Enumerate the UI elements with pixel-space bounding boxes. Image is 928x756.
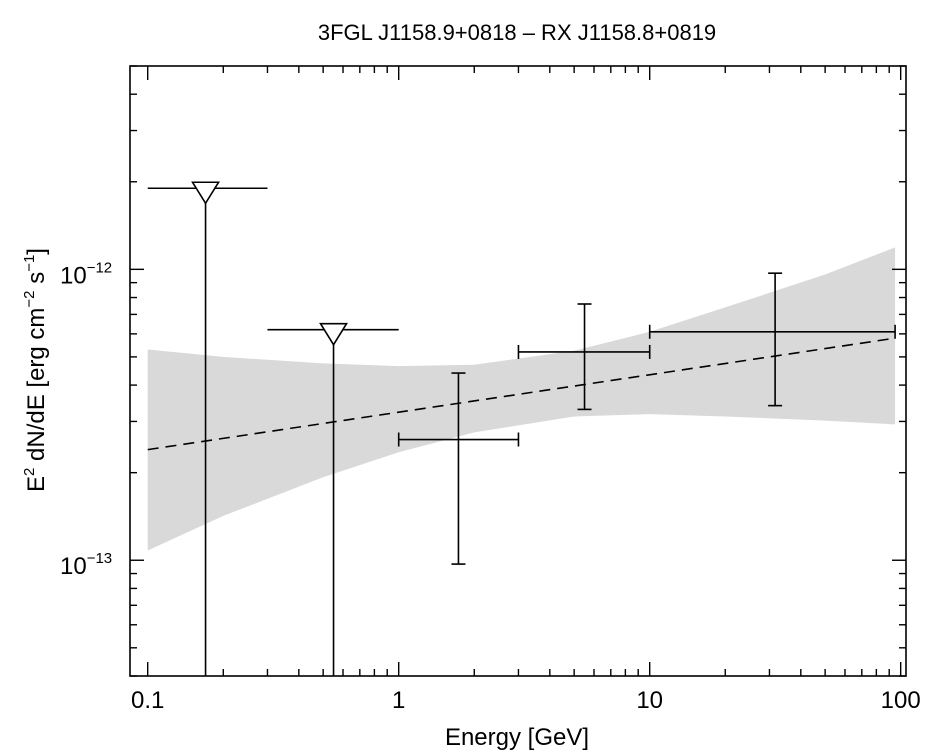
data-point-1 <box>397 372 520 565</box>
upper-limit-2 <box>267 322 399 676</box>
chart-title: 3FGL J1158.9+0818 – RX J1158.8+0819 <box>318 20 716 45</box>
y-axis-label: E2 dN/dE [erg cm−2 s−1] <box>21 248 50 492</box>
x-axis-label: Energy [GeV] <box>445 724 589 751</box>
y-tick-label-exponent: −12 <box>87 259 112 276</box>
data-point-2 <box>517 303 651 411</box>
x-tick-label: 0.1 <box>131 687 164 714</box>
confidence-band <box>147 247 896 551</box>
y-tick-label-exponent: −13 <box>87 550 112 567</box>
upper-limit-triangle <box>319 322 348 347</box>
upper-limit-triangle <box>191 181 220 205</box>
x-tick-label: 10 <box>636 687 663 714</box>
y-tick-label-base: 10 <box>60 553 87 580</box>
y-tick-label: 10−13 <box>60 550 112 580</box>
x-tick-label: 100 <box>881 687 921 714</box>
upper-limit-1 <box>147 181 268 676</box>
plot-area <box>147 181 896 676</box>
x-tick-label: 1 <box>392 687 405 714</box>
y-tick-label: 10−12 <box>60 259 112 289</box>
axis-ticks <box>130 65 906 677</box>
y-tick-label-base: 10 <box>60 262 87 289</box>
data-point-3 <box>648 272 896 407</box>
